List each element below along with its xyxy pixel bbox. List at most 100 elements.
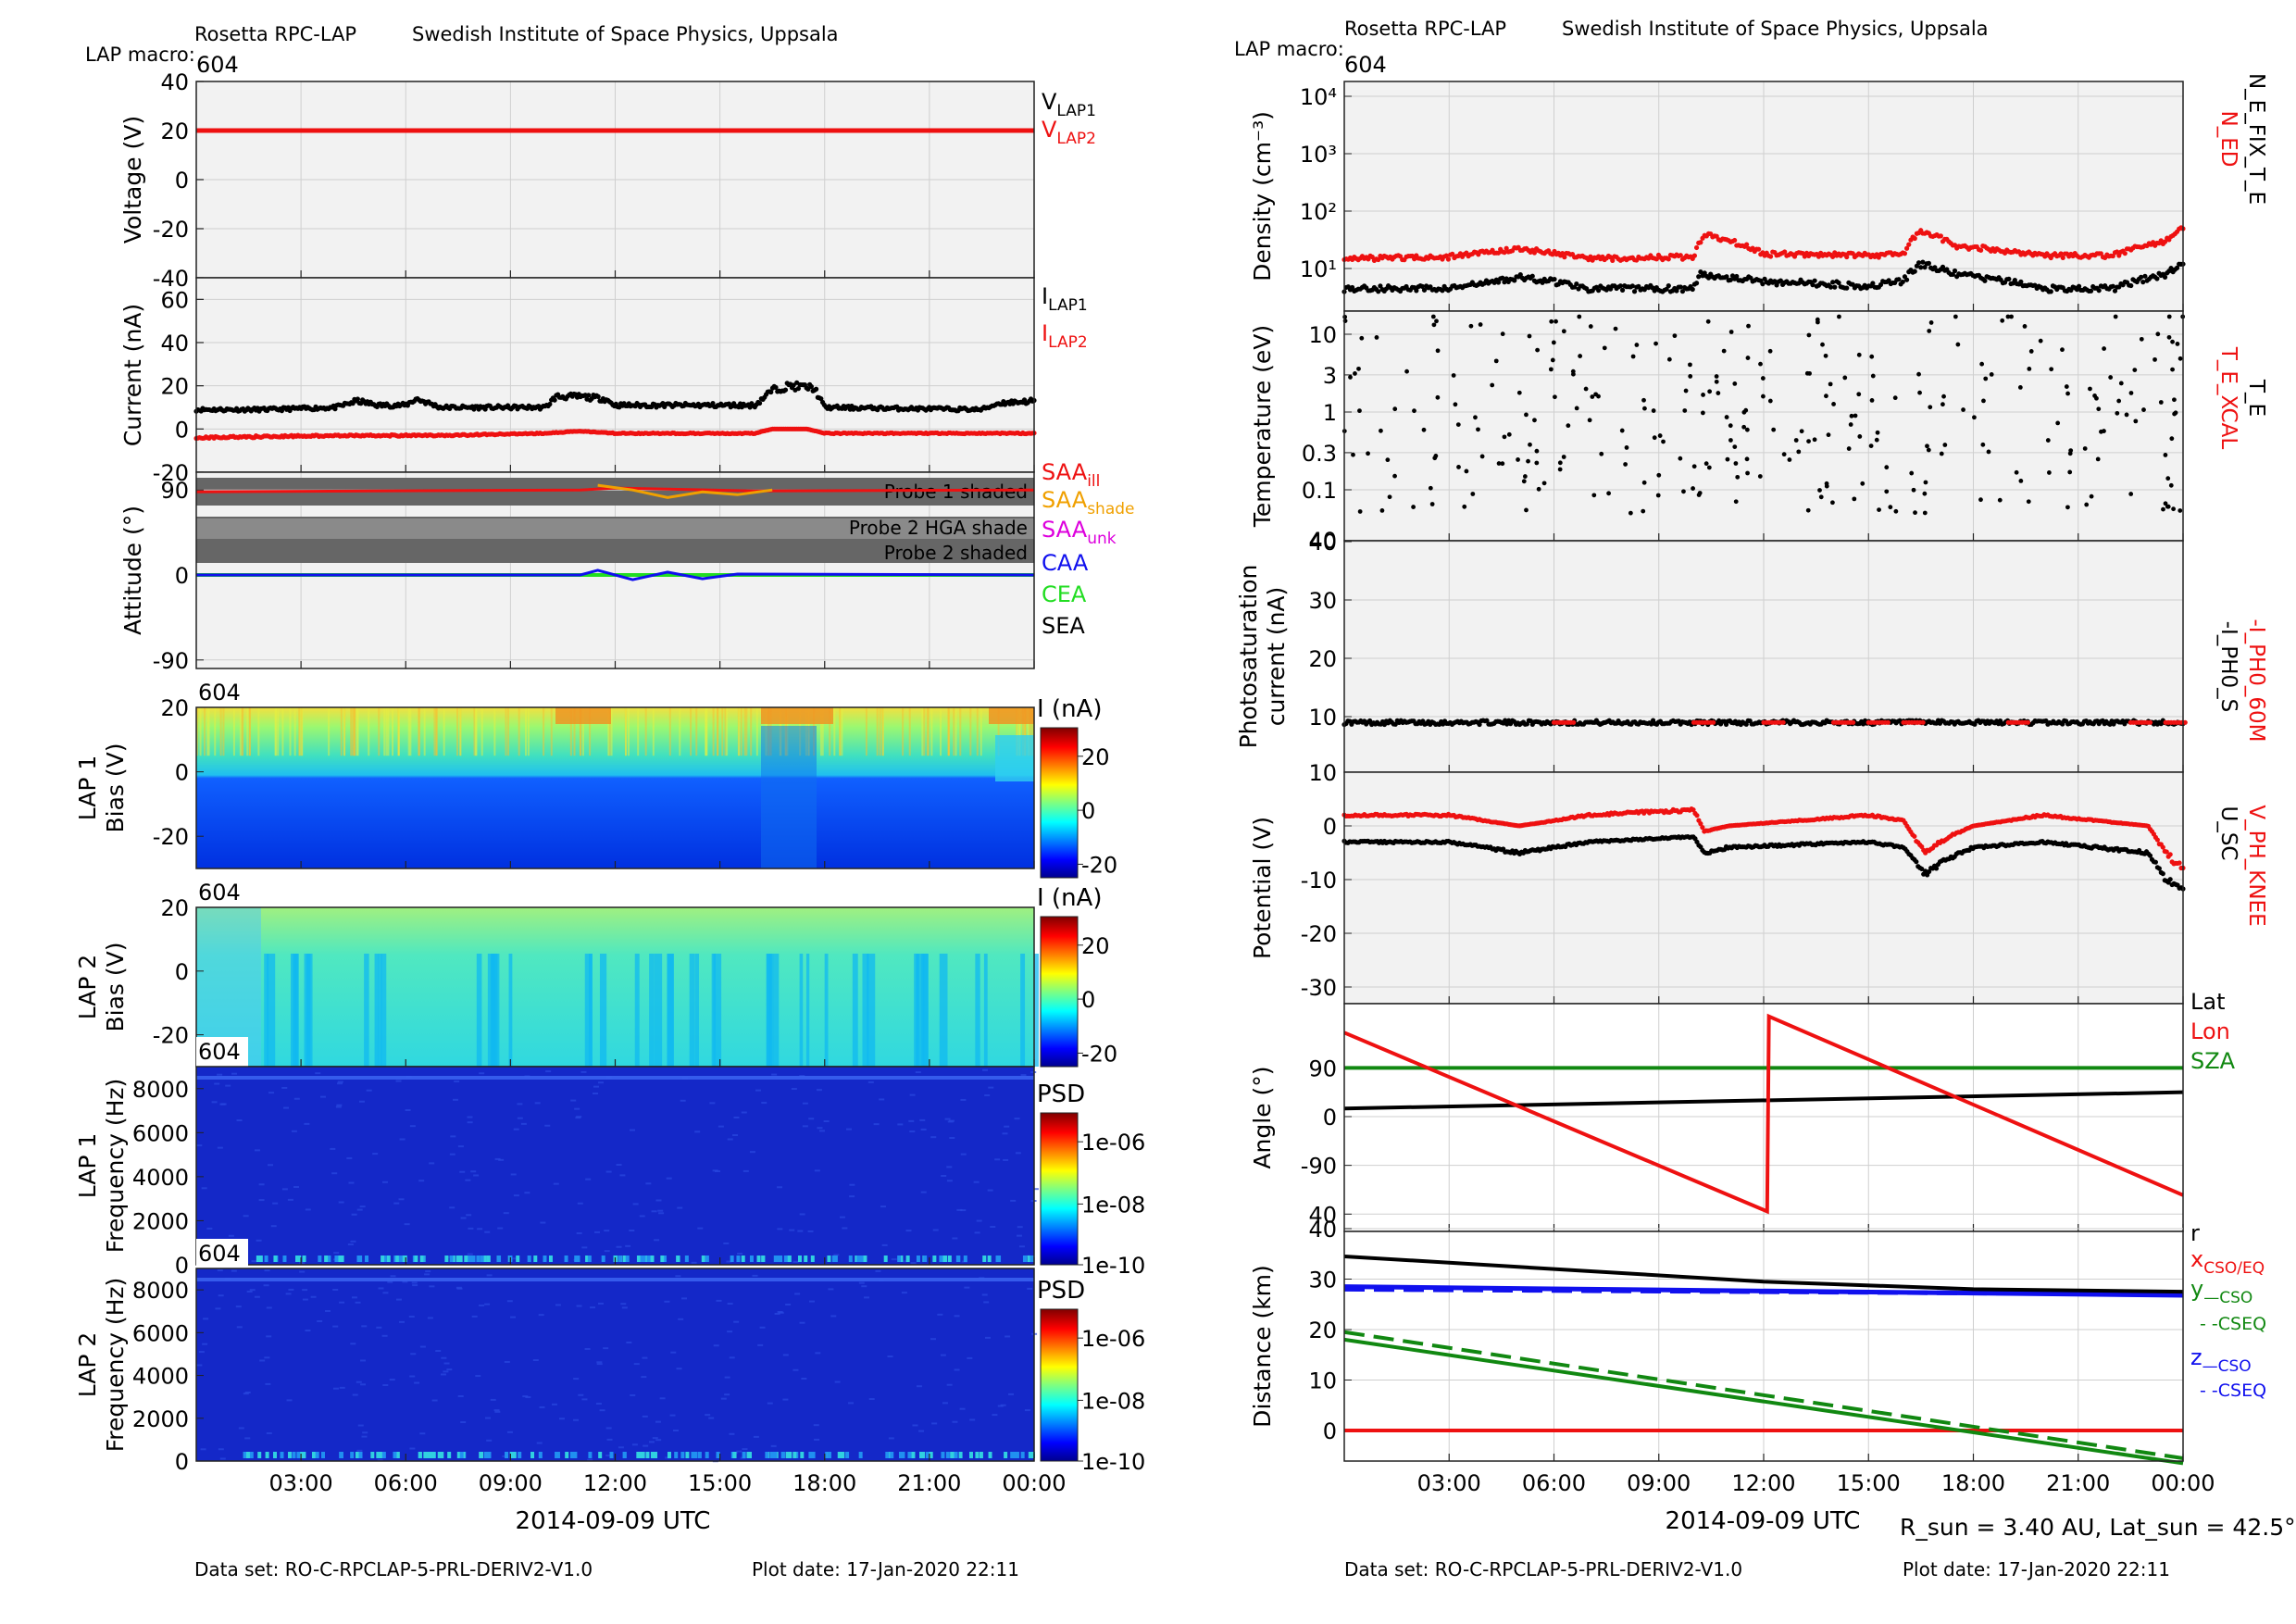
lap1-bias-panel-streak <box>328 707 331 756</box>
t-e-point <box>1657 433 1663 438</box>
t-e-point <box>1767 348 1773 354</box>
lap2-freq-panel-noise <box>443 1370 449 1373</box>
lap1-freq-panel-low-freq <box>622 1255 627 1262</box>
v-ph-knee-series-point <box>1912 833 1917 839</box>
t-e-point <box>1928 320 1934 325</box>
lap2-freq-panel-low-freq <box>732 1452 737 1458</box>
lap2-bias-panel-stripe <box>293 954 299 1067</box>
lap1-freq-panel-noise <box>338 1201 344 1204</box>
t-e-point <box>1842 375 1848 381</box>
lap1-freq-panel-low-freq <box>831 1255 836 1262</box>
lap2-freq-panel-low-freq <box>773 1452 778 1458</box>
lap2-freq-panel-noise <box>460 1421 467 1424</box>
lap1-bias-panel-streak <box>356 707 358 756</box>
t-e-point <box>1468 323 1474 329</box>
t-e-point <box>2026 499 2031 505</box>
lap1-freq-panel-noise <box>777 1228 783 1230</box>
lap1-freq-panel-noise <box>593 1085 600 1088</box>
t-e-point <box>1379 507 1385 513</box>
lap2-freq-panel-noise <box>753 1435 759 1438</box>
lap1-freq-panel-noise <box>771 1073 778 1076</box>
lap1-freq-panel-noise <box>960 1153 967 1156</box>
lap2-freq-panel-low-freq <box>609 1452 614 1458</box>
t-e-point <box>1857 434 1863 439</box>
lap2-bias-panel-stripe <box>654 954 663 1067</box>
lap1-freq-panel-noise <box>897 1123 904 1126</box>
lap2-freq-panel-noise <box>244 1437 251 1440</box>
n-e-fix-series-point <box>1350 284 1355 291</box>
probe2-hga-label: Probe 2 HGA shade <box>849 517 1028 539</box>
lap1-freq-panel-low-freq <box>947 1255 952 1262</box>
lap1-bias-panel-streak <box>525 707 528 756</box>
t-e-point <box>1534 448 1540 454</box>
t-e-point <box>1526 458 1530 464</box>
lap1-freq-panel-noise <box>1015 1152 1021 1155</box>
photosat-legend-item: -I_PH0_S <box>2216 621 2240 712</box>
n-ed-series-point <box>1560 250 1566 256</box>
n-e-fix-series-point <box>2138 274 2144 280</box>
lap1-freq-panel-noise <box>201 1187 207 1190</box>
lap1-freq-panel-noise <box>268 1092 275 1094</box>
lap2-freq-panel-noise <box>848 1402 855 1405</box>
lap1-bias-panel-macro-box <box>196 678 248 707</box>
lap1-bias-panel-streak <box>343 707 345 756</box>
lap2-freq-panel-noise <box>767 1402 773 1405</box>
right-macro-label: LAP macro: <box>1234 38 1344 60</box>
lap1-freq-panel-noise <box>808 1118 815 1120</box>
lap1-freq-panel-noise <box>228 1234 234 1237</box>
lap2-freq-panel-low-freq <box>929 1452 933 1458</box>
n-e-fix-series-point <box>1904 277 1910 282</box>
t-e-point <box>2165 504 2170 509</box>
n-ed-series-point <box>1732 237 1738 244</box>
lap2-freq-panel-low-freq <box>287 1452 292 1458</box>
lap1-bias-panel-streak <box>242 707 244 756</box>
n-e-fix-series-point <box>1912 269 1917 274</box>
lap1-freq-panel-noise <box>920 1191 927 1193</box>
lap2-freq-panel-low-freq <box>1020 1452 1025 1458</box>
lap1-freq-panel-noise <box>605 1170 612 1173</box>
lap2-freq-panel-noise <box>551 1403 557 1405</box>
lap1-freq-panel-low-freq <box>899 1255 904 1262</box>
lap2-freq-panel-noise <box>605 1427 612 1430</box>
lap1-freq-panel-low-freq <box>382 1255 387 1262</box>
lap2-freq-panel-noise <box>455 1286 462 1289</box>
lap2-freq-panel-noise <box>310 1295 317 1298</box>
lap1-freq-panel-noise <box>807 1230 814 1232</box>
t-e-point <box>1653 341 1658 346</box>
lap2-freq-panel-noise <box>794 1293 801 1295</box>
t-e-point <box>1412 408 1416 414</box>
lap2-freq-panel-macro-label: 604 <box>198 1241 241 1267</box>
lap1-freq-panel-low-freq <box>956 1255 961 1262</box>
t-e-point <box>2166 334 2172 340</box>
u-sc-series-point <box>2160 871 2165 877</box>
attitude-legend-item: SAAshade <box>1042 487 1135 518</box>
lap1-bias-panel-streak <box>976 707 979 756</box>
t-e-point <box>1728 330 1734 334</box>
lap2-freq-panel-noise <box>215 1307 221 1310</box>
t-e-point <box>1500 331 1505 337</box>
lap2-freq-panel-low-freq <box>685 1452 690 1458</box>
lap2-freq-panel-noise <box>299 1270 306 1273</box>
lap1-bias-panel-streak <box>881 707 884 756</box>
t-e-point <box>1641 508 1646 514</box>
lap1-freq-panel-heatmap <box>196 1067 1034 1265</box>
n-e-fix-series-point <box>2168 266 2174 271</box>
lap1-freq-panel-noise <box>381 1181 388 1183</box>
lap2-freq-panel-noise <box>435 1350 442 1353</box>
lap1-bias-panel-streak <box>277 707 280 756</box>
lap1-bias-panel-streak <box>418 707 420 756</box>
lap2-freq-panel-noise <box>603 1347 609 1350</box>
t-e-point <box>1462 504 1467 509</box>
lap2-freq-panel-noise <box>708 1417 715 1419</box>
t-e-point <box>1875 430 1880 435</box>
t-e-point <box>1703 461 1709 467</box>
lap1-freq-panel-noise <box>553 1182 559 1185</box>
lap2-freq-panel-noise <box>203 1318 209 1320</box>
lap1-freq-panel-low-freq <box>856 1255 861 1262</box>
lap1-freq-panel-noise <box>418 1180 425 1182</box>
lap1-bias-panel-streak <box>679 707 681 756</box>
lap1-freq-panel-noise <box>1016 1234 1022 1237</box>
lap2-freq-panel-xtick-label: 15:00 <box>688 1470 752 1496</box>
lap1-freq-panel-noise <box>270 1225 277 1228</box>
lap1-freq-panel-noise <box>304 1122 310 1125</box>
